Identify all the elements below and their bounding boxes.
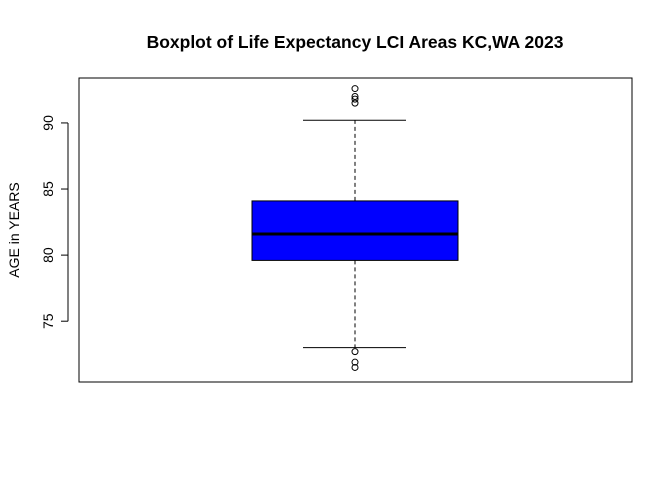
y-axis-label: AGE in YEARS bbox=[6, 182, 22, 277]
chart-title: Boxplot of Life Expectancy LCI Areas KC,… bbox=[147, 32, 564, 52]
plot-frame bbox=[78, 77, 633, 383]
outlier-point bbox=[351, 93, 359, 101]
y-tick-label: 90 bbox=[40, 115, 56, 131]
box-group bbox=[251, 85, 459, 371]
y-axis-ticks: 75 80 85 90 bbox=[40, 115, 68, 329]
y-tick-label: 80 bbox=[40, 247, 56, 263]
outlier-point bbox=[351, 99, 359, 107]
y-tick-label: 85 bbox=[40, 181, 56, 197]
outlier-point bbox=[351, 348, 359, 356]
outlier-point bbox=[351, 95, 359, 103]
outlier-point bbox=[351, 85, 359, 93]
iqr-box bbox=[251, 200, 459, 261]
y-tick-label: 75 bbox=[40, 313, 56, 329]
outlier-point bbox=[351, 358, 359, 366]
outlier-point bbox=[351, 363, 359, 371]
